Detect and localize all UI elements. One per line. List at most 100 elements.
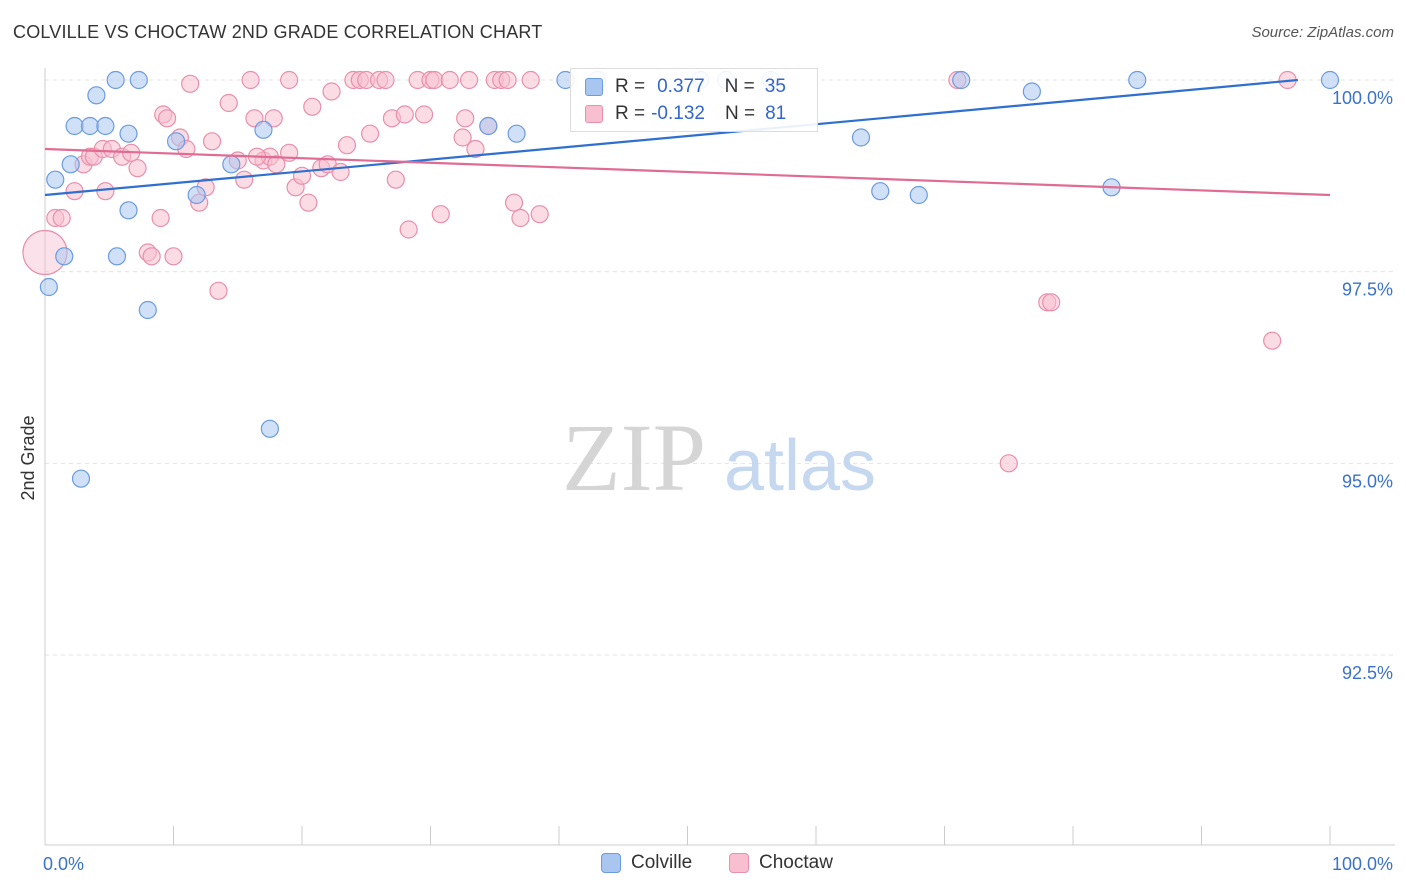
choctaw-point [511, 208, 530, 228]
colville-legend-label: Colville [631, 852, 693, 873]
colville-point [952, 70, 971, 90]
choctaw-point [530, 205, 549, 224]
n-label: N = [724, 76, 755, 97]
tick-labels: 100.0% 97.5% 95.0% 92.5% 0.0% 100.0% [43, 88, 1393, 874]
colville-point [909, 185, 928, 205]
choctaw-point [431, 205, 450, 224]
y-tick-label: 92.5% [1342, 663, 1393, 683]
legend-row-colville: R = 0.377 N = 35 [585, 75, 786, 99]
colville-point [851, 128, 871, 147]
colville-point [107, 247, 127, 266]
choctaw-point [299, 193, 318, 212]
choctaw-point [440, 70, 459, 90]
x-tick-label: 0.0% [43, 854, 84, 874]
colville-point [65, 116, 84, 136]
choctaw-point [52, 208, 71, 228]
choctaw-point [235, 170, 254, 189]
choctaw-point [414, 105, 434, 124]
colville-point [119, 201, 138, 220]
choctaw-point [128, 159, 147, 178]
choctaw-legend-swatch [729, 853, 749, 873]
choctaw-point [219, 93, 238, 113]
choctaw-point [331, 162, 350, 182]
colville-point [87, 86, 106, 105]
colville-point [187, 185, 206, 205]
colville-point [479, 116, 498, 136]
r-label: R = [615, 103, 646, 124]
y-tick-label: 100.0% [1332, 88, 1393, 108]
choctaw-trend-line [44, 147, 1331, 197]
n-value: 35 [764, 76, 786, 97]
data-points [22, 70, 1340, 488]
legend-item-choctaw[interactable]: Choctaw [729, 852, 833, 874]
choctaw-point [142, 247, 161, 266]
choctaw-point [151, 208, 170, 228]
choctaw-point [386, 170, 405, 189]
y-axis-label: 2nd Grade [18, 415, 38, 500]
choctaw-point [498, 70, 517, 90]
n-value: 81 [765, 103, 787, 124]
choctaw-point [209, 281, 228, 300]
watermark-zip: ZIP [562, 404, 706, 511]
choctaw-point [96, 182, 115, 201]
choctaw-point [521, 70, 540, 90]
colville-point [871, 182, 890, 201]
y-tick-label: 95.0% [1342, 471, 1393, 491]
colville-point [260, 419, 279, 438]
choctaw-point [504, 193, 524, 212]
legend-item-colville[interactable]: Colville [601, 852, 692, 874]
r-label: R = [615, 76, 646, 97]
colville-swatch [585, 78, 603, 96]
colville-point [46, 170, 65, 189]
colville-point [254, 120, 273, 139]
choctaw-point [181, 74, 200, 93]
choctaw-point [453, 128, 472, 147]
choctaw-point [361, 124, 380, 143]
colville-point [507, 124, 526, 143]
colville-trend-line [44, 78, 1298, 197]
choctaw-point [337, 136, 357, 155]
colville-point [39, 277, 58, 297]
colville-point [80, 116, 100, 136]
colville-point [61, 155, 80, 174]
choctaw-point [164, 247, 183, 266]
grid-lines [45, 79, 1395, 656]
x-tick-label: 100.0% [1332, 854, 1393, 874]
choctaw-point [399, 220, 418, 239]
source-label: Source: ZipAtlas.com [1251, 24, 1394, 41]
colville-point [138, 300, 157, 320]
choctaw-point [395, 105, 414, 124]
r-value: -0.132 [651, 103, 705, 124]
choctaw-point [303, 97, 322, 116]
colville-point [55, 247, 74, 266]
trend-lines [44, 78, 1331, 197]
colville-point [222, 155, 241, 174]
colville-point [1320, 70, 1340, 90]
y-tick-label: 97.5% [1342, 280, 1393, 300]
r-value: 0.377 [657, 76, 705, 97]
n-label: N = [724, 103, 756, 124]
choctaw-point [280, 70, 299, 90]
choctaw-point [1263, 331, 1282, 350]
choctaw-swatch [585, 105, 603, 123]
stats-legend: R = 0.377 N = 35 R = -0.132 N = 81 [570, 68, 818, 132]
choctaw-point [999, 454, 1018, 473]
watermark-atlas: atlas [724, 426, 876, 506]
legend-row-choctaw: R = -0.132 N = 81 [585, 102, 786, 126]
colville-point [106, 70, 125, 90]
chart-title: COLVILLE VS CHOCTAW 2ND GRADE CORRELATIO… [13, 22, 543, 42]
choctaw-point [456, 109, 475, 128]
colville-point [71, 469, 91, 488]
choctaw-point [376, 70, 395, 90]
axes [44, 68, 1395, 846]
colville-point [166, 132, 186, 151]
choctaw-point [1042, 293, 1061, 312]
choctaw-legend-label: Choctaw [759, 852, 833, 873]
choctaw-point [322, 82, 341, 101]
colville-point [96, 116, 115, 136]
choctaw-point [466, 139, 485, 159]
colville-point [1128, 70, 1147, 90]
choctaw-point [425, 70, 444, 90]
choctaw-point [202, 132, 222, 151]
